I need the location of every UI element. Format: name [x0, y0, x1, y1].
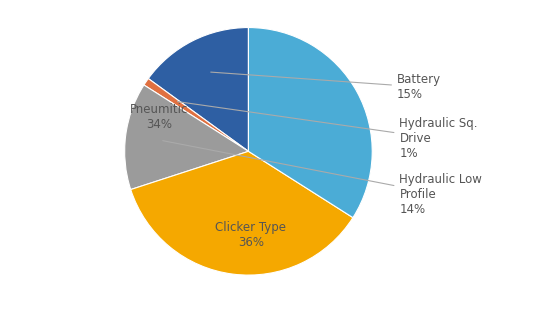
Text: Pneumitic
34%: Pneumitic 34%: [130, 103, 189, 131]
Text: Hydraulic Sq.
Drive
1%: Hydraulic Sq. Drive 1%: [177, 102, 478, 160]
Text: Clicker Type
36%: Clicker Type 36%: [215, 221, 286, 249]
Wedge shape: [248, 27, 372, 218]
Text: Battery
15%: Battery 15%: [211, 72, 441, 101]
Wedge shape: [131, 151, 353, 275]
Wedge shape: [124, 85, 248, 190]
Wedge shape: [148, 27, 248, 151]
Text: Hydraulic Low
Profile
14%: Hydraulic Low Profile 14%: [163, 141, 482, 216]
Wedge shape: [144, 78, 248, 151]
